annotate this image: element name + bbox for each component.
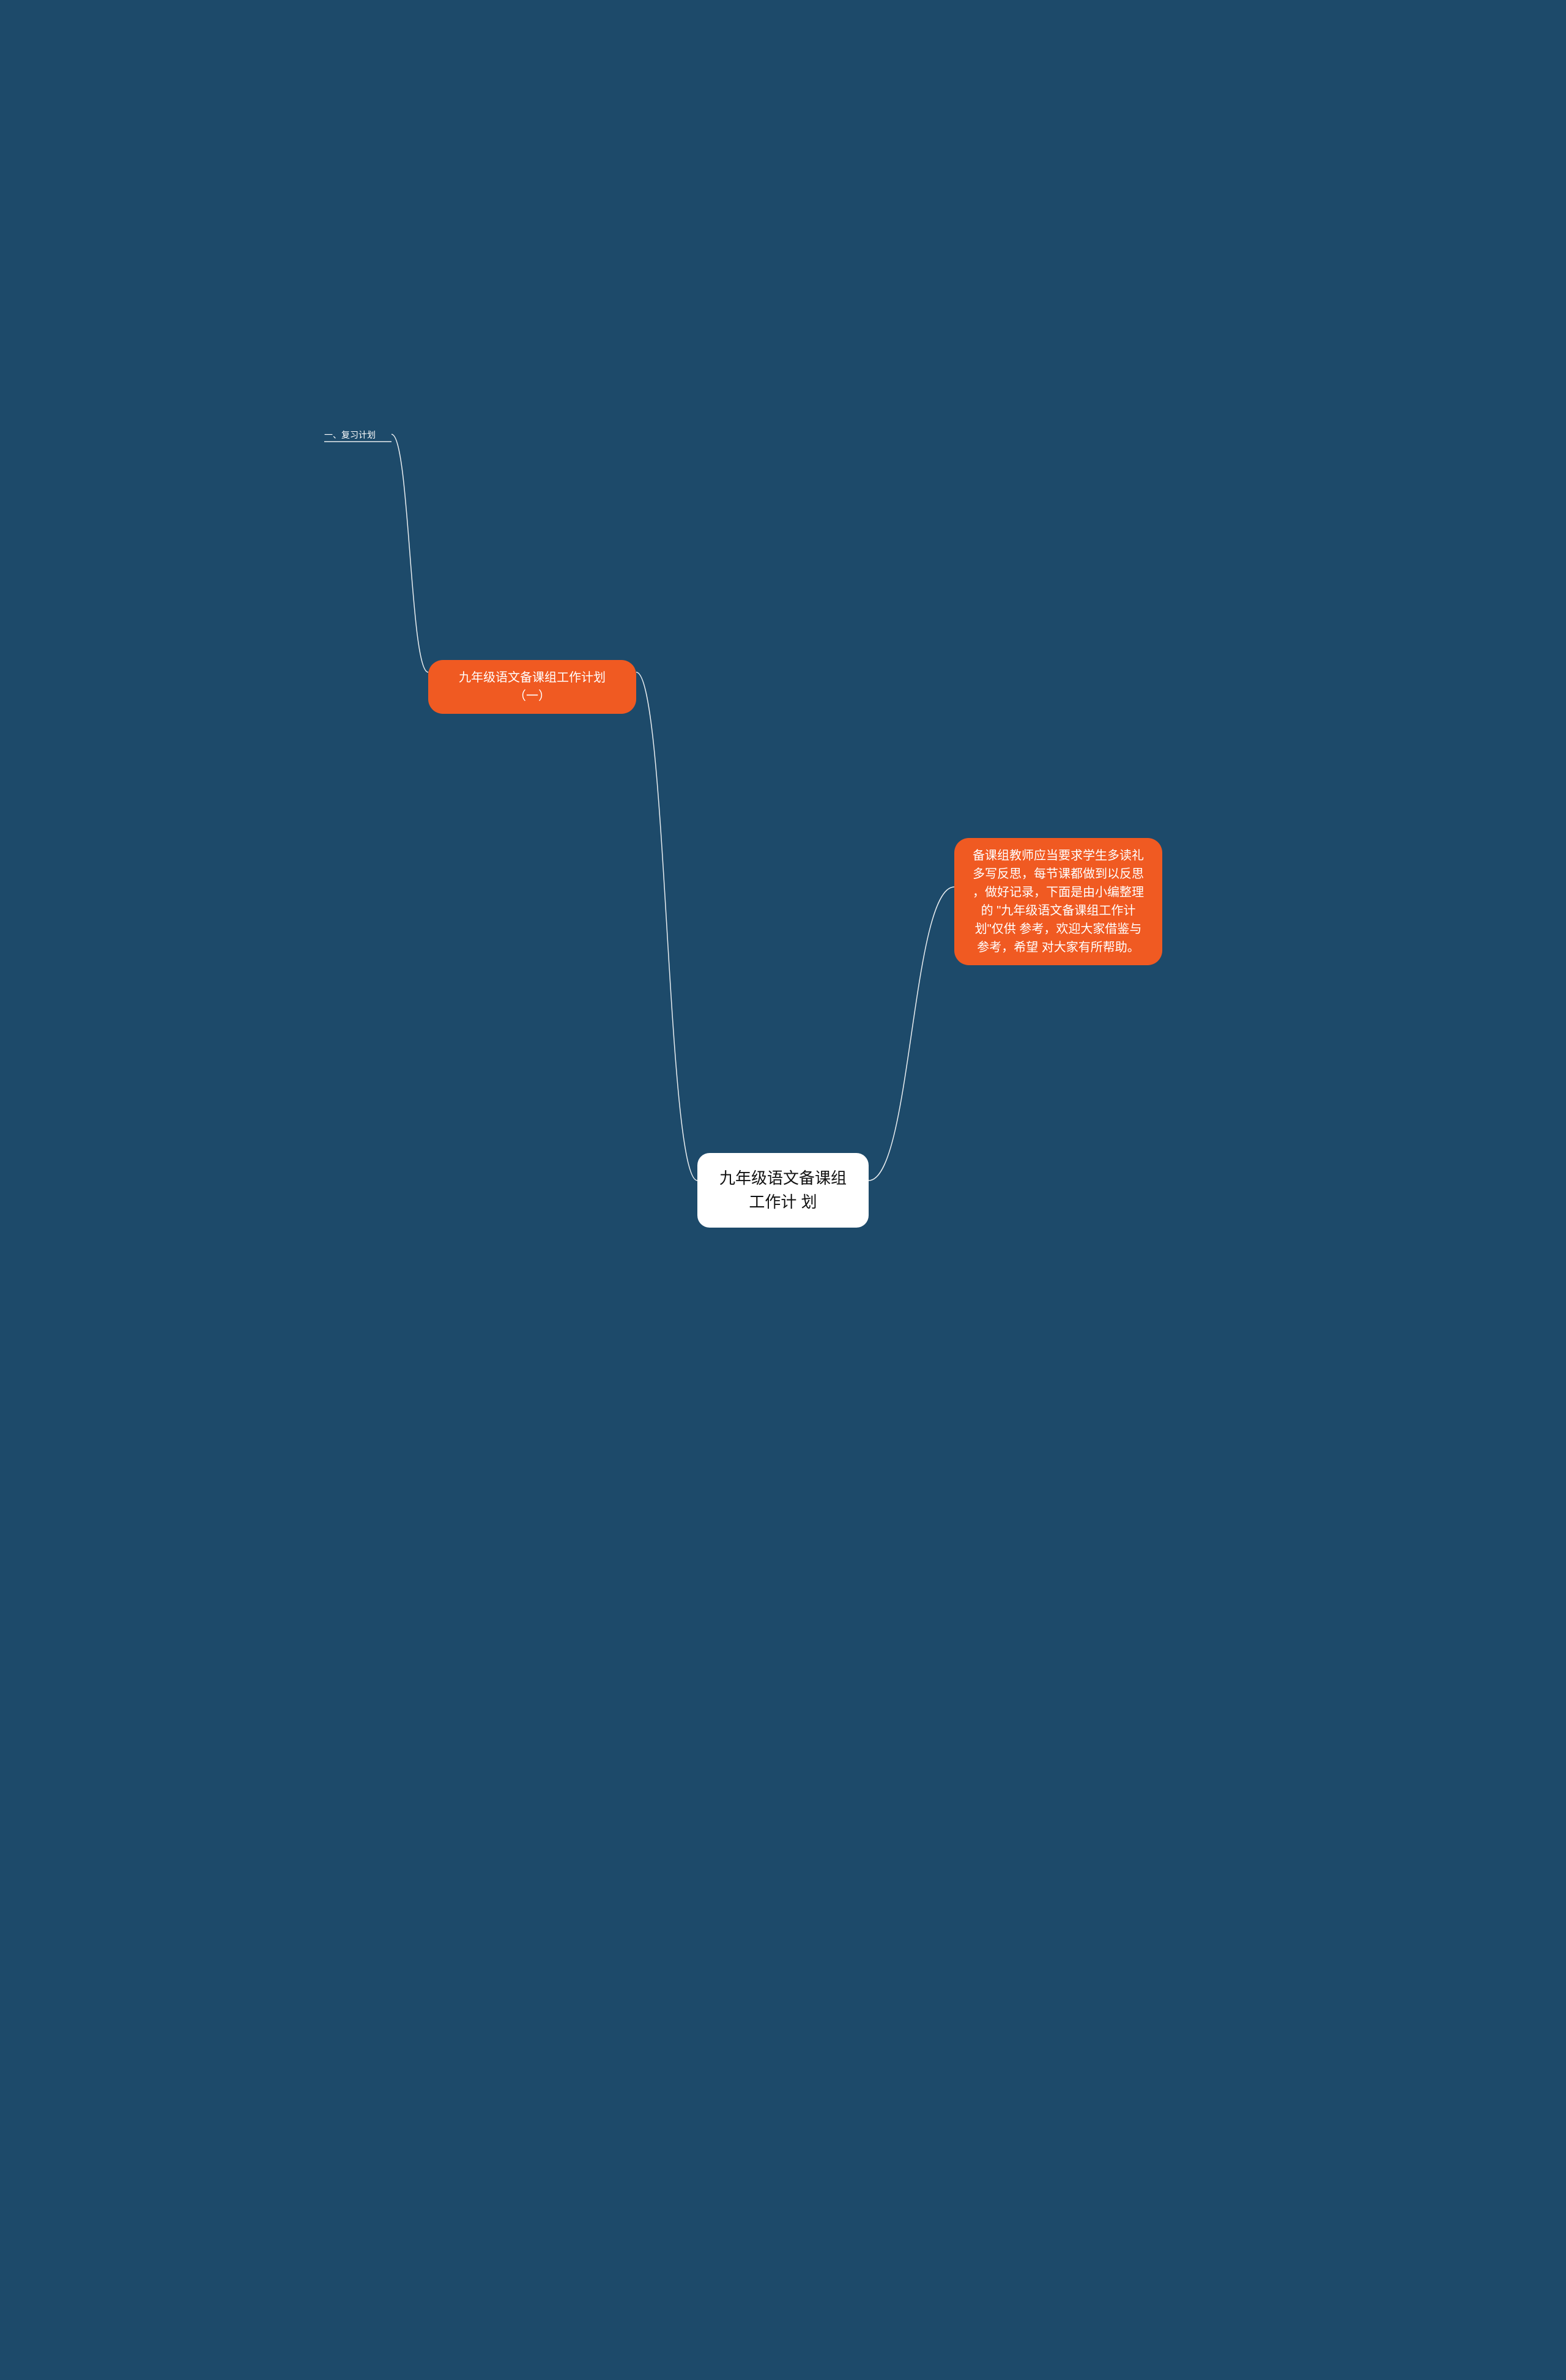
branch-node: 九年级语文备课组工作计划（一） <box>428 660 636 714</box>
intro-node: 备课组教师应当要求学生多读礼 多写反思，每节课都做到以反思 ，做好记录，下面是由… <box>954 838 1162 965</box>
center-node: 九年级语文备课组工作计 划 <box>697 1153 869 1228</box>
section-label: 一、复习计划 <box>324 428 392 442</box>
